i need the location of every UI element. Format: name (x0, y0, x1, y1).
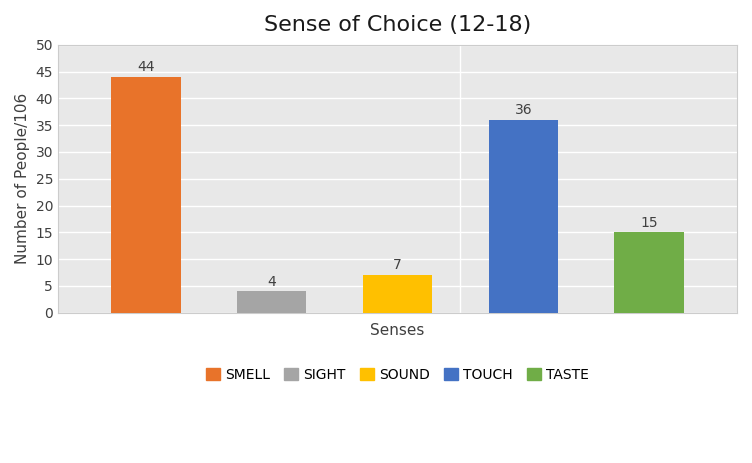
Title: Sense of Choice (12-18): Sense of Choice (12-18) (264, 15, 531, 35)
X-axis label: Senses: Senses (370, 323, 425, 338)
Bar (489, 120, 558, 313)
Text: 44: 44 (138, 60, 155, 75)
Y-axis label: Number of People/106: Number of People/106 (15, 93, 30, 264)
Text: 4: 4 (268, 275, 276, 288)
Text: 15: 15 (640, 216, 658, 230)
Text: 7: 7 (393, 258, 402, 272)
Bar (111, 77, 180, 313)
Legend: SMELL, SIGHT, SOUND, TOUCH, TASTE: SMELL, SIGHT, SOUND, TOUCH, TASTE (200, 363, 595, 388)
Text: 36: 36 (514, 103, 532, 117)
Bar (363, 275, 432, 313)
Bar (614, 232, 684, 313)
Bar (237, 291, 306, 313)
